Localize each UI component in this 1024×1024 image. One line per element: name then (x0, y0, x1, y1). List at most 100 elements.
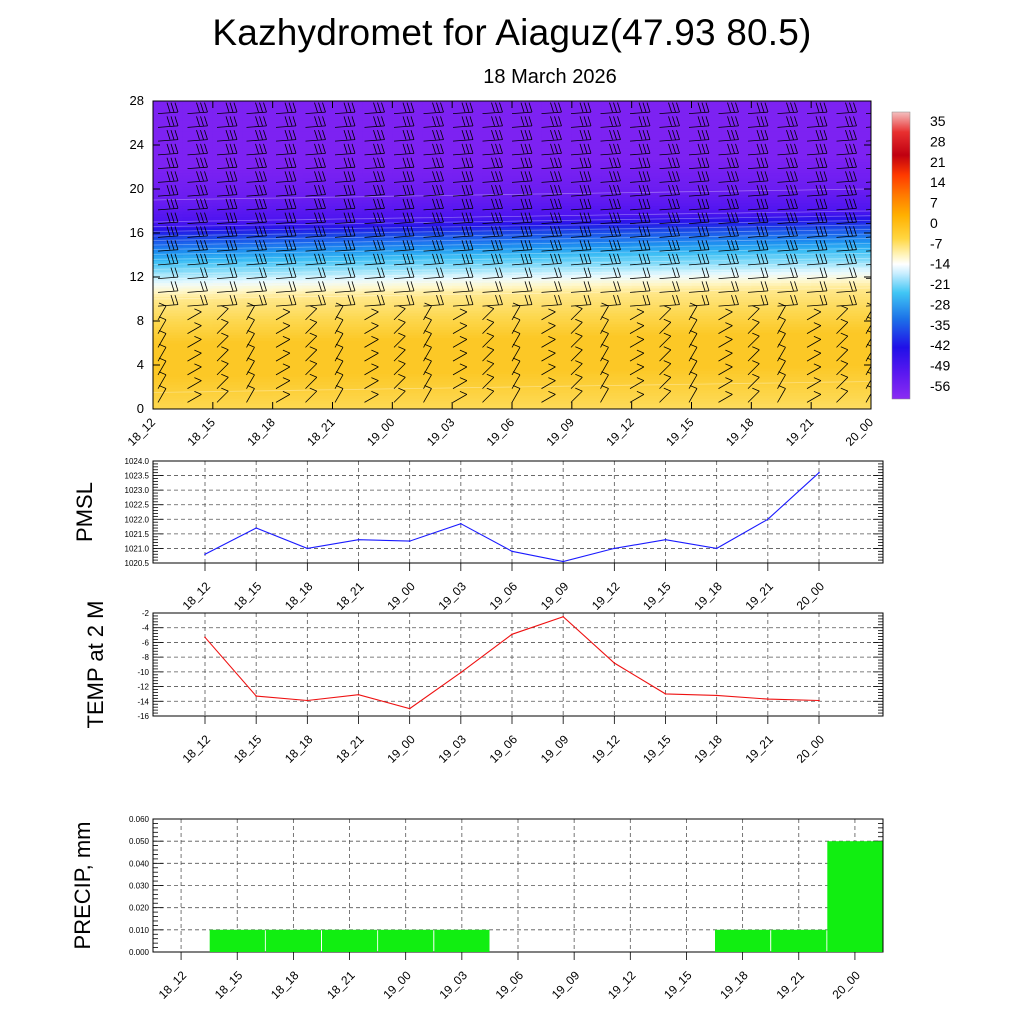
heatmap-cell (751, 158, 782, 163)
heatmap-cell (512, 370, 543, 374)
heatmap-cell (153, 274, 184, 278)
wind-barb-flag (760, 171, 765, 182)
wind-barb (836, 166, 857, 170)
heatmap-cell (541, 189, 573, 193)
wind-barb-flag (255, 253, 259, 264)
wind-barb-flag (373, 171, 377, 182)
wind-barb (157, 208, 179, 211)
heatmap-cell (721, 219, 752, 223)
heatmap-cell (212, 332, 244, 336)
heatmap-cell (302, 112, 334, 116)
heatmap-cell (571, 227, 603, 231)
wind-barb-flag (849, 184, 853, 195)
wind-barb-flag (194, 308, 202, 313)
wind-barb-flag (424, 371, 432, 376)
heatmap-cell (781, 348, 812, 352)
wind-barb (570, 335, 583, 348)
wind-barb (364, 276, 385, 280)
wind-barb (541, 394, 556, 403)
wind-barb-flag (255, 171, 259, 182)
heatmap-cell (482, 167, 513, 171)
heatmap-cell (332, 290, 364, 295)
heatmap-cell (182, 370, 214, 374)
x-tick-label: 19_00 (380, 968, 414, 1002)
heatmap-cell (212, 359, 244, 363)
heatmap-cell (332, 205, 364, 209)
wind-barb (865, 351, 871, 362)
heatmap-cell (661, 307, 693, 311)
wind-barb-flag (676, 184, 680, 195)
heatmap-cell (452, 395, 483, 399)
x-tick-label: 19_09 (543, 415, 577, 449)
heatmap-cell (212, 112, 244, 116)
heatmap-cell (811, 131, 842, 135)
heatmap-cell (691, 285, 723, 289)
wind-barb (305, 349, 318, 362)
heatmap-cell (272, 326, 304, 330)
wind-barb-flag (263, 184, 267, 195)
wind-barb-flag (158, 357, 167, 362)
wind-barb-flag (351, 116, 356, 127)
wind-barb-flag (322, 184, 326, 195)
heatmap-cell (571, 246, 603, 251)
contour-line (153, 267, 871, 280)
heatmap-cell (362, 161, 393, 165)
heatmap-cell (571, 131, 603, 135)
wind-barb-flag (259, 226, 263, 237)
wind-barb-flag (879, 116, 882, 126)
heatmap-cell (661, 167, 693, 171)
heatmap-cell (781, 395, 812, 399)
x-tick-label: 19_21 (742, 732, 776, 766)
heatmap-cell (153, 373, 184, 377)
wind-barb (275, 208, 297, 211)
wind-barb-flag (705, 294, 710, 305)
wind-barb-flag (174, 267, 179, 278)
heatmap-cell (781, 238, 812, 242)
wind-barb-flag (701, 171, 706, 182)
heatmap-cell (302, 329, 334, 333)
heatmap-cell (392, 370, 423, 374)
wind-barb (216, 166, 238, 170)
wind-barb (482, 335, 495, 348)
heatmap-cell (242, 128, 274, 132)
heatmap-cell (482, 381, 513, 385)
heatmap-cell (691, 238, 723, 242)
wind-barb-flag (499, 281, 503, 292)
heatmap-cell (452, 326, 483, 330)
heatmap-cell (242, 263, 274, 267)
heatmap-cell (541, 222, 573, 226)
wind-barb-flag (613, 267, 617, 278)
wind-barb-flag (550, 212, 554, 223)
wind-barb-flag (697, 253, 702, 264)
wind-barb (423, 374, 432, 389)
heatmap-cell (242, 238, 274, 242)
heatmap-cell (332, 202, 364, 207)
heatmap-cell (392, 260, 423, 264)
heatmap-cell (841, 156, 871, 160)
heatmap-cell (272, 304, 304, 308)
wind-barb-flag (491, 184, 495, 195)
wind-barb-flag (638, 171, 643, 182)
wind-barb-flag (528, 129, 533, 140)
heatmap-cell (302, 150, 334, 154)
heatmap-cell (751, 172, 782, 176)
heatmap-cell (153, 257, 184, 262)
heatmap-cell (841, 145, 871, 149)
wind-barb (246, 249, 267, 252)
wind-barb-flag (579, 212, 584, 223)
heatmap-cell (302, 211, 334, 215)
wind-barb-flag (528, 240, 533, 250)
heatmap-cell (153, 318, 184, 322)
heatmap-cell (781, 131, 812, 135)
heatmap-cell (631, 312, 663, 317)
wind-barb-flag (410, 157, 415, 168)
wind-barb-flag (646, 198, 651, 209)
heatmap-cell (332, 370, 364, 374)
wind-barb (747, 276, 769, 280)
wind-barb-flag (646, 171, 651, 182)
wind-barb-flag (790, 253, 794, 264)
wind-barb (187, 221, 208, 225)
heatmap-cell (751, 197, 782, 201)
heatmap-cell (212, 233, 244, 237)
wind-barb-flag (282, 322, 291, 326)
